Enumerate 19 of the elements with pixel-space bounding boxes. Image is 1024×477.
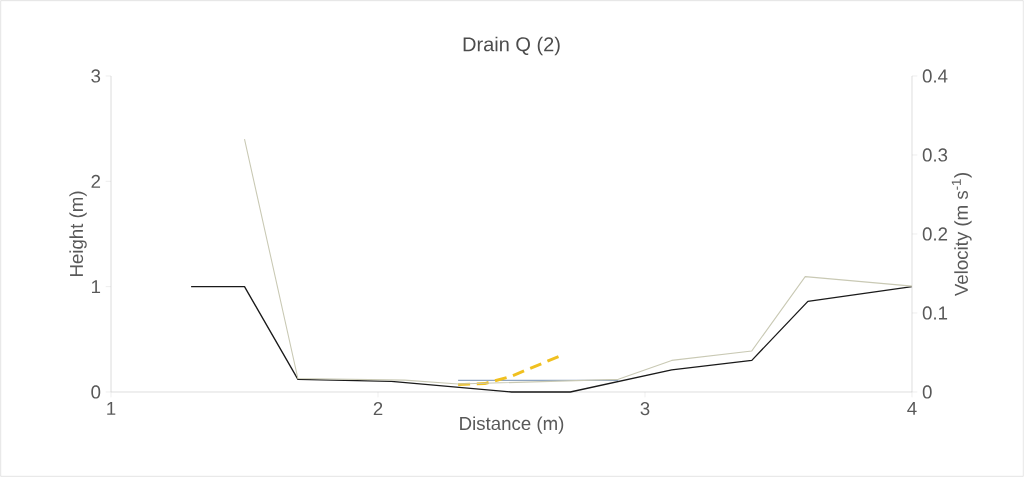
y2-tick-label: 0	[922, 385, 932, 399]
y2-tick-label: 0.4	[922, 69, 948, 83]
y-tick-label: 3	[91, 69, 101, 83]
line-series	[190, 285, 913, 393]
y-tick-label: 1	[92, 280, 101, 294]
x-tick-label: 2	[373, 402, 383, 416]
y-tick-label: 0	[91, 385, 101, 399]
y-axis-title: Height (m)	[69, 191, 87, 277]
y2-tick-label: 0.2	[922, 227, 948, 241]
chart-title: Drain Q (2)	[463, 36, 560, 56]
y2-tick-label: 0.1	[922, 306, 948, 320]
x-axis-title: Distance (m)	[460, 416, 564, 434]
x-tick-label: 3	[640, 402, 650, 416]
y2-tick-label: 0.3	[922, 148, 948, 162]
x-tick-label: 4	[907, 402, 917, 415]
y2-axis-title: Velocity (m s$^{-1}$)	[951, 172, 972, 297]
x-tick-label: 1	[107, 402, 116, 415]
line-series	[456, 354, 562, 387]
y-tick-label: 2	[91, 174, 101, 188]
